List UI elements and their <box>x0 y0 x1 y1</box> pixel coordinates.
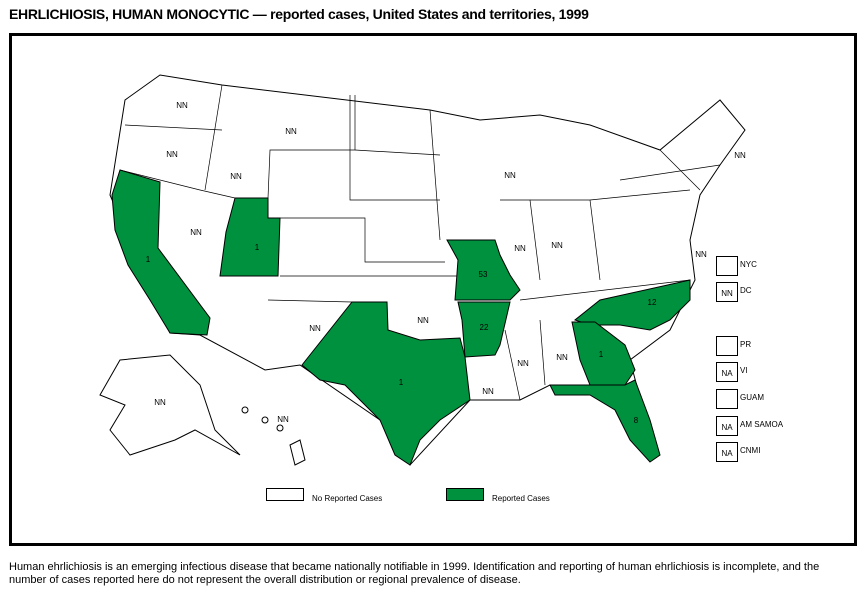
territory-box-am-samoa: NA <box>716 416 738 436</box>
label-hi: NN <box>277 415 289 424</box>
territory-box-dc: NN <box>716 282 738 302</box>
legend-label-none: No Reported Cases <box>312 494 383 503</box>
legend-swatch-reported <box>446 488 484 501</box>
map-title: EHRLICHIOSIS, HUMAN MONOCYTIC — reported… <box>9 6 589 22</box>
label-id: NN <box>230 172 242 181</box>
label-ga: 1 <box>599 350 604 359</box>
label-in: NN <box>551 241 563 250</box>
label-ut: 1 <box>255 243 260 252</box>
label-nc: 12 <box>648 298 657 307</box>
label-al: NN <box>556 353 568 362</box>
label-wi: NN <box>504 171 516 180</box>
state-tx <box>301 301 471 466</box>
state-ut <box>219 197 281 277</box>
territory-label-guam: GUAM <box>740 393 764 402</box>
label-mt: NN <box>285 127 297 136</box>
state-borders <box>119 84 721 401</box>
label-de: NN <box>695 250 707 259</box>
label-ak: NN <box>154 398 166 407</box>
territory-label-vi: VI <box>740 366 748 375</box>
state-mo <box>446 239 521 301</box>
label-nh: NN <box>734 151 746 160</box>
state-hi <box>241 406 306 466</box>
territory-box-cnmi: NA <box>716 442 738 462</box>
label-ms: NN <box>517 359 529 368</box>
footnote: Human ehrlichiosis is an emerging infect… <box>9 561 820 586</box>
territory-label-am-samoa: AM SAMOA <box>740 420 784 429</box>
map-frame <box>9 33 857 546</box>
label-ar: 22 <box>480 323 489 332</box>
state-ga <box>571 321 636 386</box>
reported-states <box>111 169 691 466</box>
label-la: NN <box>482 387 494 396</box>
territory-box-guam <box>716 389 738 409</box>
state-ak <box>99 354 241 456</box>
legend-label-reported: Reported Cases <box>492 494 550 503</box>
territory-label-dc: DC <box>740 286 752 295</box>
label-nm: NN <box>309 324 321 333</box>
state-ca <box>111 169 211 336</box>
label-ca: 1 <box>146 255 151 264</box>
state-ar <box>457 301 511 358</box>
label-il: NN <box>514 244 526 253</box>
territory-label-pr: PR <box>740 340 752 349</box>
territory-box-vi: NA <box>716 362 738 382</box>
label-mo: 53 <box>479 270 488 279</box>
legend-swatch-none <box>266 488 304 501</box>
label-nv: NN <box>190 228 202 237</box>
label-wa: NN <box>176 101 188 110</box>
label-or: NN <box>166 150 178 159</box>
state-fl <box>549 379 661 463</box>
label-ok: NN <box>417 316 429 325</box>
territory-label-cnmi: CNMI <box>740 446 761 455</box>
label-fl: 8 <box>634 416 639 425</box>
territory-box-nyc <box>716 256 738 276</box>
territory-label-nyc: NYC <box>740 260 757 269</box>
territory-box-pr <box>716 336 738 356</box>
label-tx: 1 <box>399 378 404 387</box>
